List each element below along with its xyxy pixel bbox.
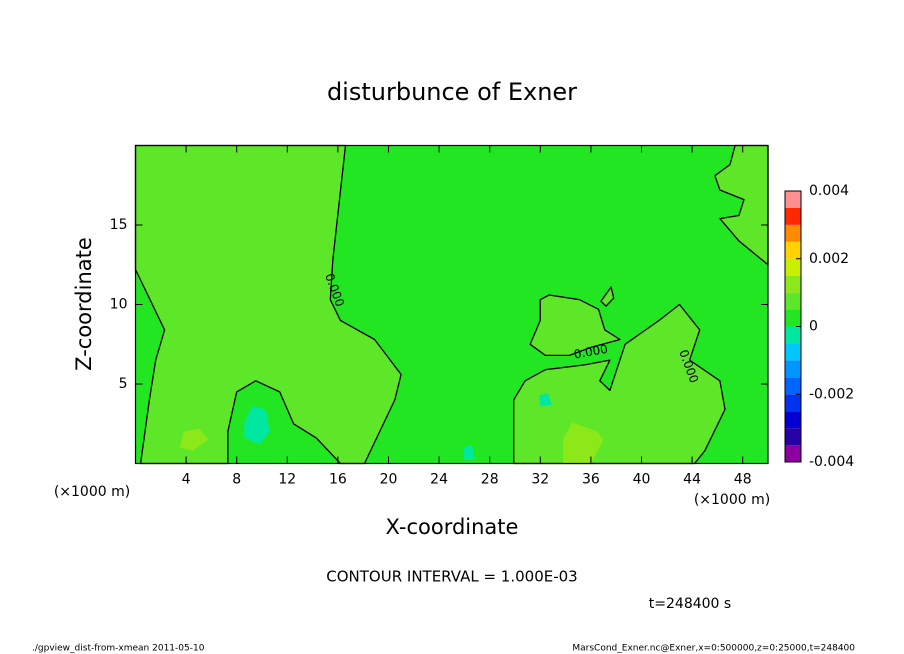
x-tick-label: 36 [582, 472, 600, 488]
y-unit-label: (×1000 m) [54, 484, 130, 500]
x-tick-label: 16 [329, 472, 347, 488]
colorbar-band [785, 411, 801, 429]
x-tick-label: 28 [481, 472, 499, 488]
contour-region [539, 393, 552, 407]
contour-region [529, 294, 621, 357]
x-tick-label: 44 [683, 472, 701, 488]
contour-region [244, 406, 270, 445]
footer-left: ./gpview_dist-from-xmean 2011-05-10 [32, 644, 205, 654]
y-tick-label: 5 [119, 376, 128, 392]
x-tick-label: 12 [278, 472, 296, 488]
colorbar-tick-label: -0.002 [809, 386, 854, 402]
colorbar-band [785, 377, 801, 395]
chart-title: disturbunce of Exner [327, 78, 577, 106]
colorbar-band [785, 428, 801, 446]
contour-region [134, 144, 402, 465]
colorbar-band [785, 326, 801, 344]
y-tick-label: 15 [110, 217, 128, 233]
y-tick-label: 10 [110, 297, 128, 313]
colorbar-tick-label: -0.004 [809, 454, 854, 470]
x-axis-label: X-coordinate [386, 515, 519, 539]
colorbar-band [785, 343, 801, 361]
contour-region [513, 303, 726, 465]
x-tick-label: 24 [430, 472, 448, 488]
contour-region [600, 286, 615, 307]
x-tick-label: 20 [380, 472, 398, 488]
colorbar-band [785, 309, 801, 327]
colorbar-band [785, 224, 801, 242]
x-tick-label: 32 [531, 472, 549, 488]
y-axis-label: Z-coordinate [72, 237, 96, 371]
x-tick-label: 40 [633, 472, 651, 488]
colorbar-band [785, 292, 801, 310]
colorbar-band [785, 258, 801, 276]
x-tick-label: 8 [232, 472, 241, 488]
colorbar-band [785, 445, 801, 462]
contour-label: 0.000 [573, 342, 609, 362]
colorbar-band [785, 207, 801, 225]
contour-region [463, 444, 475, 461]
x-unit-label: (×1000 m) [694, 492, 770, 508]
time-label: t=248400 s [649, 596, 731, 612]
colorbar-tick-label: 0.002 [809, 251, 849, 267]
x-tick-label: 48 [734, 472, 752, 488]
colorbar-band [785, 394, 801, 412]
colorbar-band [785, 191, 801, 208]
colorbar-tick-label: 0 [809, 319, 818, 335]
x-tick-label: 4 [182, 472, 191, 488]
footer-right: MarsCond_Exner.nc@Exner,x=0:500000,z=0:2… [572, 644, 855, 654]
contour-region [563, 422, 604, 464]
colorbar-tick-label: 0.004 [809, 183, 849, 199]
contour-interval: CONTOUR INTERVAL = 1.000E-03 [326, 568, 577, 586]
colorbar-band [785, 360, 801, 378]
colorbar-band [785, 275, 801, 293]
colorbar-band [785, 241, 801, 259]
contour-region [179, 428, 209, 451]
